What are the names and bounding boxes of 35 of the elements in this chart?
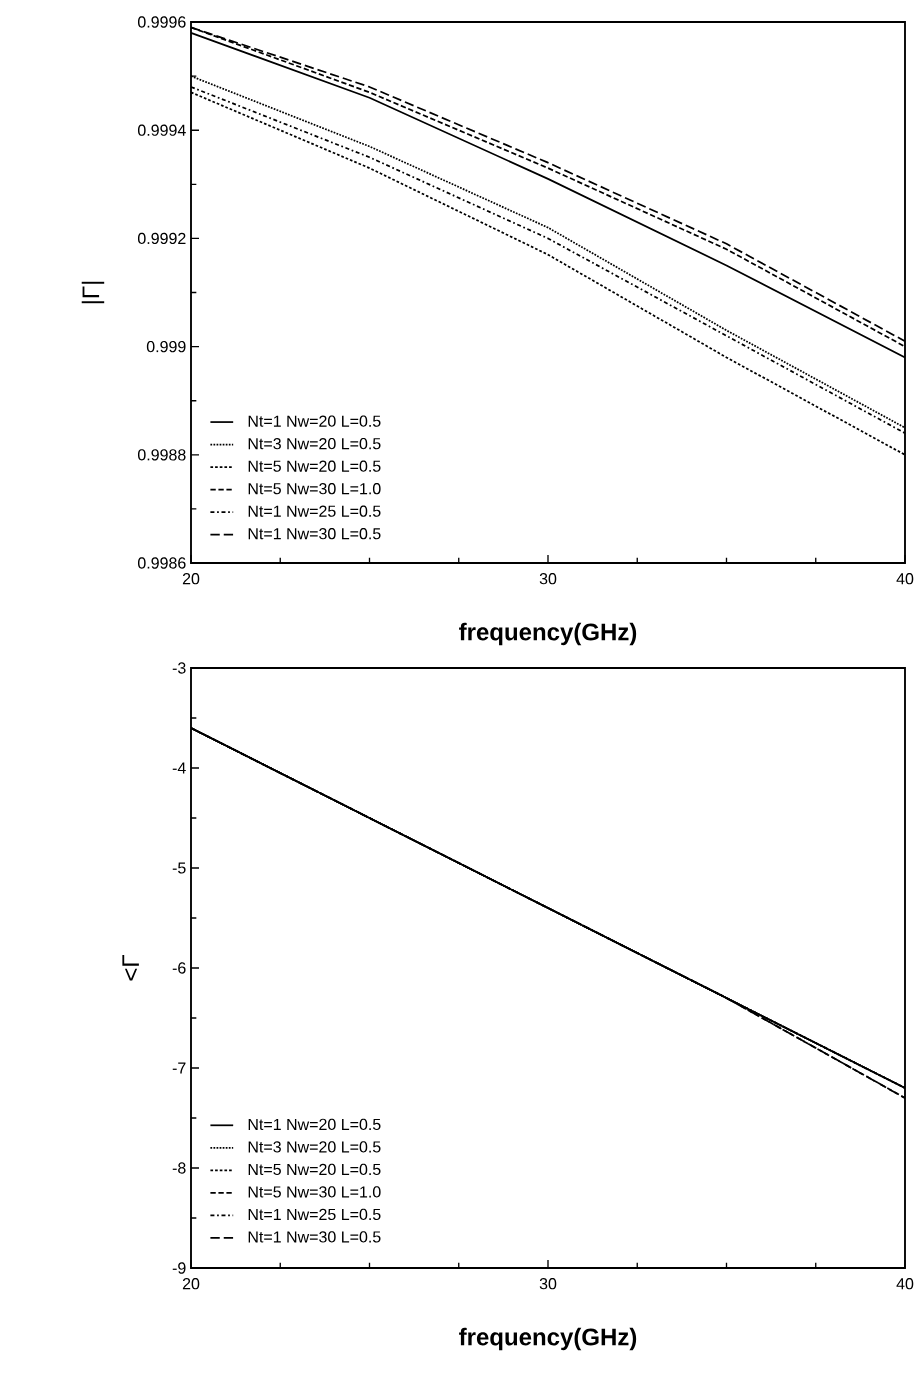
x-tick-label: 20 bbox=[182, 573, 200, 585]
legend-label: Nt=1 Nw=25 L=0.5 bbox=[248, 505, 381, 517]
legend-label: Nt=3 Nw=20 L=0.5 bbox=[248, 1141, 381, 1153]
y-tick-label: -4 bbox=[172, 762, 186, 774]
legend-label: Nt=5 Nw=30 L=1.0 bbox=[248, 483, 381, 495]
x-tick-label: 40 bbox=[896, 1278, 914, 1290]
x-tick-label: 30 bbox=[539, 573, 557, 585]
legend-label: Nt=5 Nw=20 L=0.5 bbox=[248, 1163, 381, 1176]
y-tick-label: -6 bbox=[172, 962, 186, 974]
y-tick-label: 0.9988 bbox=[137, 449, 186, 461]
legend-label: Nt=3 Nw=20 L=0.5 bbox=[248, 438, 381, 450]
y-tick-label: -5 bbox=[172, 862, 186, 874]
legend-label: Nt=1 Nw=30 L=0.5 bbox=[248, 528, 381, 540]
y-axis-title: <Γ bbox=[122, 955, 139, 981]
y-tick-label: 0.9986 bbox=[137, 557, 186, 569]
x-tick-label: 30 bbox=[539, 1278, 557, 1290]
y-tick-label: -7 bbox=[172, 1062, 186, 1074]
legend-label: Nt=1 Nw=25 L=0.5 bbox=[248, 1208, 381, 1221]
legend-label: Nt=1 Nw=20 L=0.5 bbox=[248, 415, 381, 427]
x-tick-label: 40 bbox=[896, 573, 914, 585]
legend-label: Nt=5 Nw=20 L=0.5 bbox=[248, 460, 381, 472]
legend-label: Nt=1 Nw=30 L=0.5 bbox=[248, 1231, 381, 1243]
y-tick-label: 0.9992 bbox=[137, 232, 186, 245]
y-tick-label: -3 bbox=[172, 662, 186, 674]
legend-label: Nt=5 Nw=30 L=1.0 bbox=[248, 1186, 381, 1198]
x-tick-label: 20 bbox=[182, 1278, 200, 1290]
x-axis-title: frequency(GHz) bbox=[459, 622, 637, 646]
y-tick-label: 0.999 bbox=[146, 340, 186, 353]
y-tick-label: -9 bbox=[172, 1262, 186, 1274]
y-tick-label: 0.9996 bbox=[137, 16, 186, 28]
y-tick-label: -8 bbox=[172, 1162, 186, 1174]
legend-label: Nt=1 Nw=20 L=0.5 bbox=[248, 1118, 381, 1131]
x-axis-title: frequency(GHz) bbox=[459, 1327, 637, 1351]
y-axis-title: |Γ| bbox=[81, 281, 105, 304]
y-tick-label: 0.9994 bbox=[137, 124, 186, 136]
